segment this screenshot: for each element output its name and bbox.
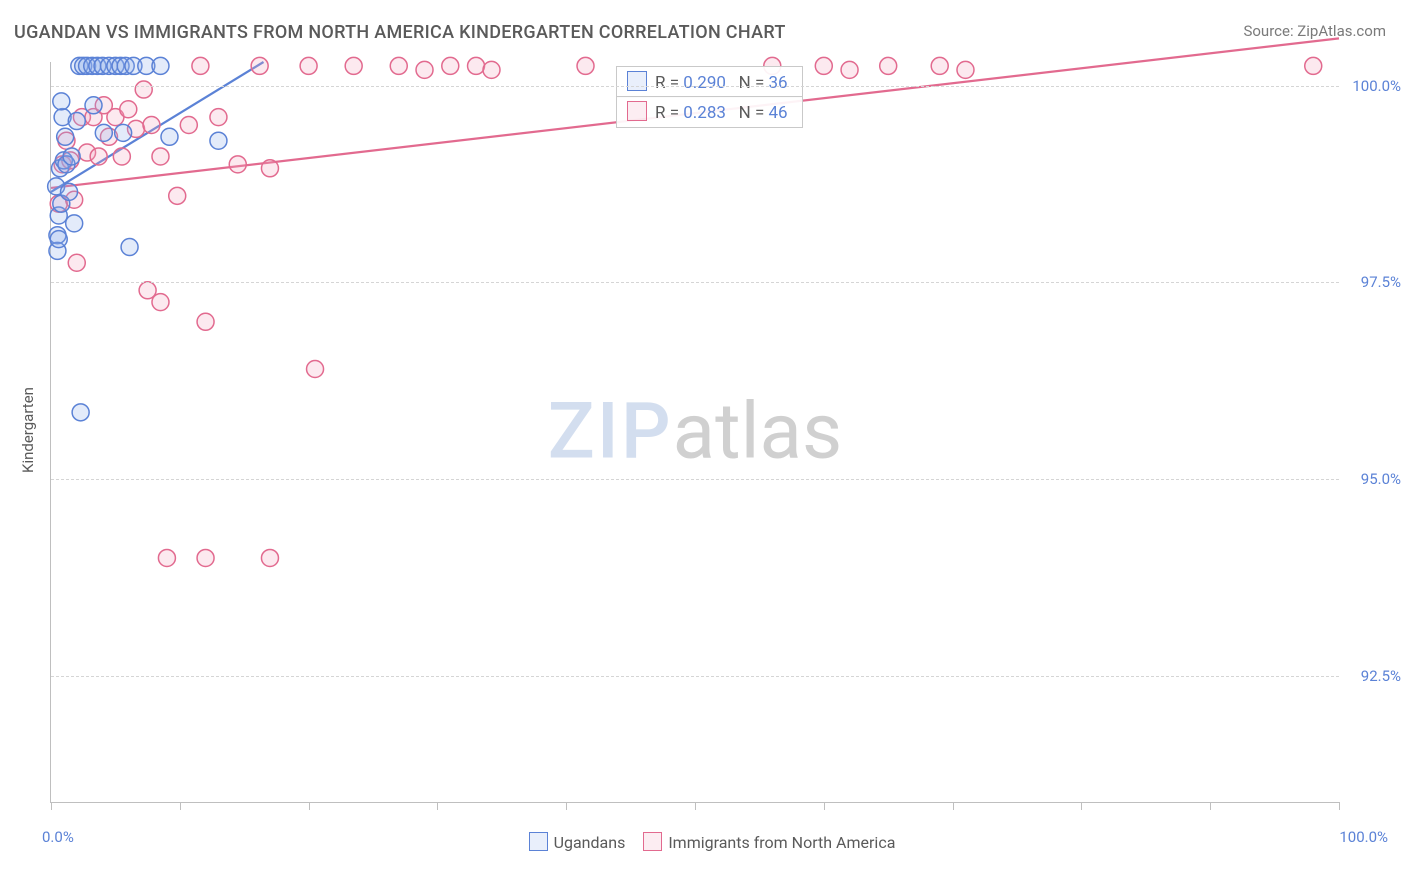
data-point-immigrants_na bbox=[261, 160, 278, 177]
x-tick bbox=[1081, 802, 1082, 810]
x-tick bbox=[437, 802, 438, 810]
data-point-ugandans bbox=[68, 113, 85, 130]
legend-label-ugandans: Ugandans bbox=[554, 833, 626, 852]
data-point-ugandans bbox=[161, 128, 178, 145]
x-tick bbox=[51, 802, 52, 810]
data-point-immigrants_na bbox=[90, 148, 107, 165]
legend-label-immigrants_na: Immigrants from North America bbox=[668, 833, 895, 852]
stats-swatch bbox=[627, 101, 647, 121]
data-point-ugandans bbox=[210, 132, 227, 149]
data-point-immigrants_na bbox=[135, 81, 152, 98]
data-point-immigrants_na bbox=[880, 57, 897, 74]
plot-area: ZIPatlas R = 0.290 N = 36R = 0.283 N = 4… bbox=[50, 62, 1339, 803]
chart-title: UGANDAN VS IMMIGRANTS FROM NORTH AMERICA… bbox=[14, 22, 786, 43]
x-tick bbox=[953, 802, 954, 810]
data-point-immigrants_na bbox=[345, 57, 362, 74]
stats-n-value: 36 bbox=[769, 73, 788, 93]
data-point-ugandans bbox=[152, 57, 169, 74]
x-tick bbox=[309, 802, 310, 810]
stats-r-value: 0.283 bbox=[683, 103, 726, 123]
data-point-ugandans bbox=[63, 148, 80, 165]
y-axis-label: Kindergarten bbox=[19, 387, 37, 473]
data-point-immigrants_na bbox=[577, 57, 594, 74]
data-point-immigrants_na bbox=[229, 156, 246, 173]
data-point-ugandans bbox=[61, 183, 78, 200]
x-tick bbox=[180, 802, 181, 810]
scatter-svg bbox=[51, 62, 1339, 802]
data-point-immigrants_na bbox=[197, 549, 214, 566]
legend-swatch-immigrants_na bbox=[643, 832, 662, 851]
data-point-immigrants_na bbox=[210, 109, 227, 126]
data-point-immigrants_na bbox=[300, 57, 317, 74]
data-point-immigrants_na bbox=[68, 254, 85, 271]
data-point-ugandans bbox=[115, 124, 132, 141]
data-point-immigrants_na bbox=[192, 57, 209, 74]
y-tick-label: 92.5% bbox=[1343, 667, 1401, 685]
data-point-immigrants_na bbox=[143, 116, 160, 133]
legend-swatch-ugandans bbox=[529, 832, 548, 851]
data-point-ugandans bbox=[85, 97, 102, 114]
gridline bbox=[51, 676, 1339, 677]
data-point-immigrants_na bbox=[416, 61, 433, 78]
data-point-immigrants_na bbox=[841, 61, 858, 78]
data-point-immigrants_na bbox=[261, 549, 278, 566]
x-tick bbox=[824, 802, 825, 810]
data-point-immigrants_na bbox=[390, 57, 407, 74]
stats-r-value: 0.290 bbox=[683, 73, 726, 93]
x-tick bbox=[695, 802, 696, 810]
data-point-ugandans bbox=[66, 215, 83, 232]
data-point-ugandans bbox=[72, 404, 89, 421]
stats-n-label: N = bbox=[726, 103, 769, 123]
data-point-immigrants_na bbox=[957, 61, 974, 78]
legend-bottom: Ugandans Immigrants from North America bbox=[0, 832, 1406, 852]
data-point-immigrants_na bbox=[120, 101, 137, 118]
data-point-immigrants_na bbox=[251, 57, 268, 74]
data-point-immigrants_na bbox=[1305, 57, 1322, 74]
data-point-immigrants_na bbox=[931, 57, 948, 74]
data-point-ugandans bbox=[121, 239, 138, 256]
data-point-immigrants_na bbox=[197, 313, 214, 330]
y-tick-label: 100.0% bbox=[1343, 77, 1401, 95]
y-tick-label: 95.0% bbox=[1343, 470, 1401, 488]
data-point-immigrants_na bbox=[113, 148, 130, 165]
data-point-ugandans bbox=[57, 128, 74, 145]
data-point-ugandans bbox=[53, 93, 70, 110]
data-point-immigrants_na bbox=[442, 57, 459, 74]
x-tick bbox=[566, 802, 567, 810]
x-tick bbox=[1210, 802, 1211, 810]
stats-row-immigrants_na: R = 0.283 N = 46 bbox=[616, 96, 803, 128]
data-point-immigrants_na bbox=[483, 61, 500, 78]
stats-swatch bbox=[627, 71, 647, 91]
stats-r-label: R = bbox=[655, 103, 683, 123]
data-point-immigrants_na bbox=[815, 57, 832, 74]
data-point-immigrants_na bbox=[307, 361, 324, 378]
data-point-immigrants_na bbox=[158, 549, 175, 566]
data-point-ugandans bbox=[95, 124, 112, 141]
data-point-immigrants_na bbox=[169, 187, 186, 204]
data-point-immigrants_na bbox=[468, 57, 485, 74]
data-point-immigrants_na bbox=[152, 294, 169, 311]
y-tick-label: 97.5% bbox=[1343, 273, 1401, 291]
stats-n-label: N = bbox=[726, 73, 769, 93]
stats-n-value: 46 bbox=[769, 103, 788, 123]
source-credit: Source: ZipAtlas.com bbox=[1243, 22, 1386, 40]
data-point-ugandans bbox=[50, 231, 67, 248]
chart-container: UGANDAN VS IMMIGRANTS FROM NORTH AMERICA… bbox=[0, 0, 1406, 892]
x-tick bbox=[1339, 802, 1340, 810]
stats-r-label: R = bbox=[655, 73, 683, 93]
gridline bbox=[51, 479, 1339, 480]
data-point-immigrants_na bbox=[152, 148, 169, 165]
stats-row-ugandans: R = 0.290 N = 36 bbox=[616, 66, 803, 98]
data-point-immigrants_na bbox=[180, 116, 197, 133]
gridline bbox=[51, 282, 1339, 283]
gridline bbox=[51, 86, 1339, 87]
